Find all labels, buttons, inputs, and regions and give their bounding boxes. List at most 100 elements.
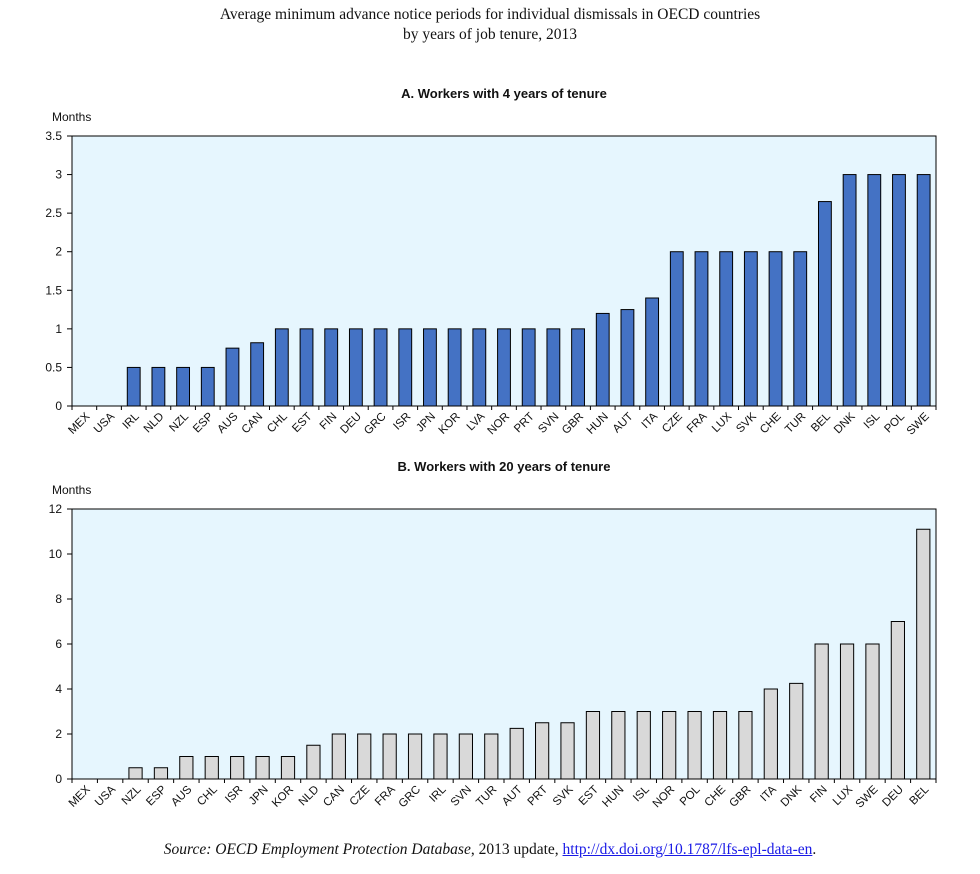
panel-a-bar-tur: [793, 251, 808, 407]
panel-b-bar-chl: [204, 756, 219, 780]
panel-a-bar-can: [250, 342, 265, 407]
panel-a-ytick-label: 1: [55, 322, 62, 336]
panel-b-xtick-label-prt: PRT: [526, 784, 551, 809]
panel-a-xtick-label-ita: ITA: [640, 410, 661, 431]
panel-a-xtick-label-hun: HUN: [585, 411, 611, 437]
panel-a-xtick-label-isr: ISR: [391, 411, 413, 433]
panel-b-xtick-label-isr: ISR: [223, 784, 245, 806]
panel-b-bar-esp: [153, 767, 169, 780]
panel-a-xtick-label-aus: AUS: [215, 410, 240, 435]
panel-a-bar-svk: [743, 251, 758, 407]
panel-b-xtick-label-deu: DEU: [880, 784, 906, 810]
panel-a-bar-esp: [200, 366, 215, 407]
source-prefix: Source:: [163, 841, 216, 858]
panel-b-xtick-label-svk: SVK: [551, 783, 576, 808]
panel-b-xtick-label-nzl: NZL: [120, 783, 144, 807]
panel-b-xtick-label-irl: IRL: [427, 783, 449, 805]
panel-b-xtick-label-pol: POL: [678, 783, 703, 808]
panel-a-xtick-label-fin: FIN: [318, 411, 340, 433]
panel-b-ytick-label: 8: [55, 592, 62, 606]
panel-b-bar-hun: [611, 711, 626, 780]
panel-b-bar-lux: [839, 643, 855, 780]
panel-b-xtick-label-kor: KOR: [270, 784, 296, 810]
panel-a-ytick-label: 0.5: [45, 360, 62, 374]
chart-subtitle: by years of job tenure, 2013: [403, 26, 577, 43]
panel-a-group: A. Workers with 4 years of tenure Months 0…: [45, 86, 937, 438]
panel-a-ytick-label: 3.5: [45, 129, 62, 143]
panel-a-xtick-label-chl: CHL: [265, 410, 290, 435]
panel-a-bar-deu: [348, 328, 363, 407]
panel-b-xtick-label-aut: AUT: [500, 784, 525, 809]
panel-a-xtick-label-esp: ESP: [191, 410, 216, 435]
panel-b-ytick-label: 2: [55, 727, 62, 741]
panel-a-xtick-label-bel: BEL: [809, 410, 833, 434]
panel-a-bar-jpn: [423, 328, 437, 407]
panel-a-xtick-label-lva: LVA: [465, 410, 488, 433]
panel-a-title: A. Workers with 4 years of tenure: [401, 86, 607, 101]
panel-a-xtick-label-swe: SWE: [905, 410, 932, 437]
panel-b-xtick-label-chl: CHL: [195, 783, 220, 808]
panel-b-bar-svn: [458, 733, 473, 780]
panel-b-xtick-label-grc: GRC: [397, 784, 424, 811]
panel-b-ytick-label: 4: [55, 682, 62, 696]
panel-a-bar-svn: [546, 328, 561, 407]
panel-b-bar-nld: [306, 744, 321, 780]
panel-a-bar-gbr: [571, 328, 585, 407]
panel-b-xtick-label-mex: MEX: [67, 783, 93, 809]
panel-a-xtick-label-tur: TUR: [783, 411, 808, 436]
panel-b-bar-ita: [763, 688, 778, 780]
panel-b-ytick-label: 0: [55, 772, 62, 786]
panel-a-bar-grc: [373, 328, 388, 407]
panel-a-xtick-label-gbr: GBR: [560, 411, 586, 437]
panel-b-bar-aus: [179, 756, 194, 780]
chart-title: Average minimum advance notice periods f…: [219, 6, 761, 23]
panel-b-xtick-label-che: CHE: [702, 783, 728, 809]
panel-b-bar-swe: [865, 643, 880, 780]
panel-a-xtick-label-nzl: NZL: [167, 410, 191, 434]
panel-b-xtick-label-svn: SVN: [449, 784, 474, 809]
source-note: Source: OECD Employment Protection Datab…: [0, 841, 980, 859]
source-link[interactable]: http://dx.doi.org/10.1787/lfs-epl-data-e…: [562, 841, 813, 858]
panel-b-bar-est: [585, 711, 601, 780]
source-middle-text: , 2013 update,: [470, 841, 563, 858]
panel-a-bar-ita: [645, 297, 660, 407]
panel-b-xtick-label-gbr: GBR: [727, 784, 753, 810]
panel-a-ytick-label: 1.5: [45, 283, 62, 297]
panel-a-xtick-label-can: CAN: [240, 411, 266, 437]
panel-a-xtick-label-isl: ISL: [862, 410, 883, 431]
panel-a-xtick-label-svn: SVN: [536, 411, 561, 436]
panel-b-bar-deu: [890, 621, 905, 780]
panel-a-bar-est: [299, 328, 314, 407]
panel-b-bar-nor: [662, 711, 677, 780]
panel-a-bar-kor: [447, 328, 462, 407]
panel-a-xtick-label-cze: CZE: [660, 410, 685, 435]
panel-a-ytick-label: 0: [55, 399, 62, 413]
panel-b-bar-che: [712, 711, 728, 780]
panel-b-xtick-label-nor: NOR: [651, 784, 678, 811]
panel-b-bar-nzl: [128, 767, 143, 780]
panel-a-bar-nor: [497, 328, 511, 407]
panel-b-title: B. Workers with 20 years of tenure: [398, 459, 611, 474]
panel-a-bar-isl: [867, 174, 882, 407]
panel-b-bar-can: [331, 733, 346, 780]
panel-b-xtick-label-swe: SWE: [854, 783, 881, 810]
panel-b-bar-svk: [560, 722, 575, 780]
panel-b-bar-isl: [636, 711, 651, 780]
panel-b-xtick-label-fin: FIN: [808, 784, 830, 806]
panel-b-bar-pol: [687, 711, 702, 780]
panel-a-ytick-label: 2.5: [45, 206, 62, 220]
panel-a-xtick-label-svk: SVK: [734, 410, 759, 435]
panel-a-xtick-label-pol: POL: [882, 410, 907, 435]
panel-a-bar-chl: [274, 328, 289, 407]
panel-b-bar-jpn: [255, 756, 270, 780]
panel-b-bar-kor: [280, 756, 296, 780]
panel-b-xtick-label-cze: CZE: [348, 783, 373, 808]
panel-a-bar-che: [768, 251, 783, 407]
panel-b-xtick-label-usa: USA: [93, 783, 118, 808]
panel-a-bar-prt: [521, 328, 536, 407]
panel-a-bar-nzl: [176, 366, 191, 407]
panel-a-xtick-label-lux: LUX: [710, 410, 735, 435]
panel-b-plot-area: [71, 508, 937, 780]
panel-a-bar-fra: [694, 251, 709, 407]
panel-b-bar-isr: [230, 756, 245, 780]
